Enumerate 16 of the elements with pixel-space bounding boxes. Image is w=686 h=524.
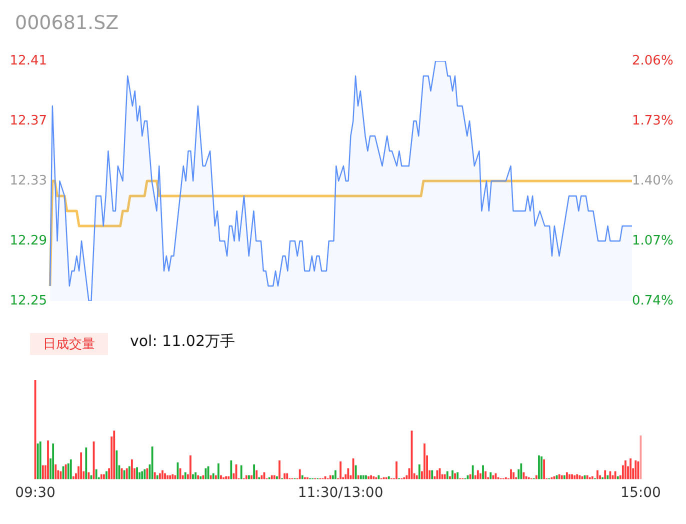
y-tick-label: 12.37: [10, 113, 47, 128]
y-tick-label: 12.41: [10, 53, 47, 68]
y2-tick-label: 1.40%: [632, 173, 674, 188]
y2-tick-label: 1.07%: [632, 233, 674, 248]
x-tick-label: 09:30: [15, 485, 56, 502]
y-tick-label: 12.25: [10, 293, 47, 308]
y2-tick-label: 0.74%: [632, 293, 674, 308]
text: vol: 11.02万手: [130, 332, 235, 351]
y-tick-label: 12.29: [10, 233, 47, 248]
x-tick-label: 11:30/13:00: [298, 485, 384, 502]
y2-tick-label: 1.73%: [632, 113, 674, 128]
x-tick-label: 15:00: [620, 485, 661, 502]
y-tick-label: 12.33: [10, 173, 47, 188]
chart-title: 000681.SZ: [15, 12, 119, 34]
text: 日成交量: [30, 333, 108, 355]
y2-tick-label: 2.06%: [632, 53, 674, 68]
